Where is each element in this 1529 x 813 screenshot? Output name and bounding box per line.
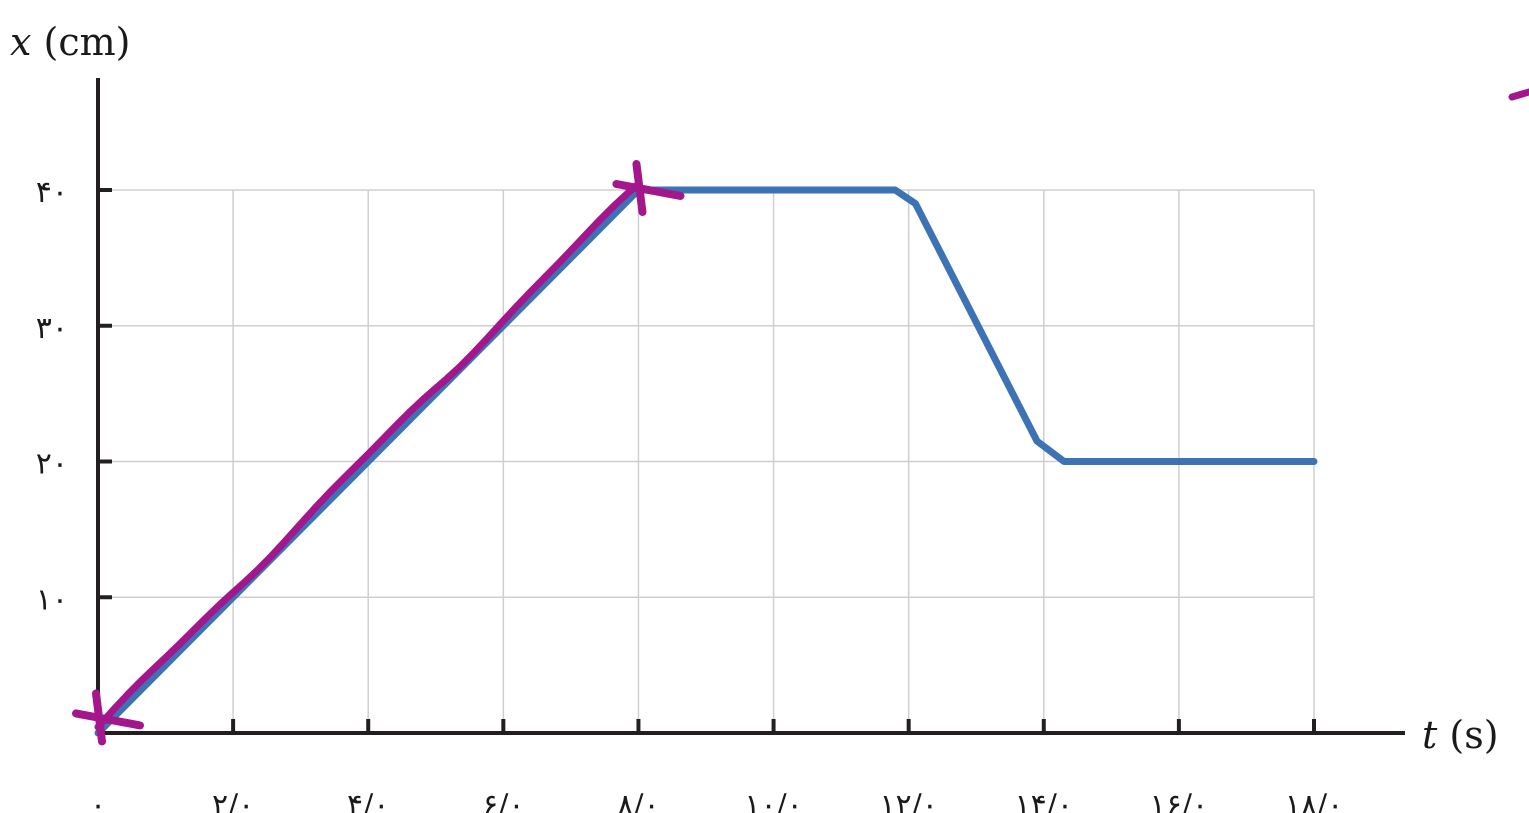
y-tick-label: ۲۰ — [36, 447, 68, 482]
x-tick-label: ۸/۰ — [617, 788, 659, 813]
x-tick-label: ۰ — [90, 788, 106, 813]
x-tick-label: ۱۲/۰ — [879, 788, 937, 813]
x-tick-label: ۱۴/۰ — [1015, 788, 1073, 813]
axes — [96, 78, 1405, 735]
y-tick-label: ۱۰ — [36, 582, 68, 617]
x-tick-label: ۱۶/۰ — [1150, 788, 1208, 813]
x-tick-label: ۱۰/۰ — [744, 788, 802, 813]
y-tick-label: ۴۰ — [36, 175, 68, 210]
x-ticks: ۰ ۲/۰ ۴/۰ ۶/۰ ۸/۰ ۱۰/۰ ۱۲/۰ ۱۴/۰ ۱۶/۰ ۱۸/۰ — [90, 719, 1343, 813]
x-tick-label: ۶/۰ — [482, 788, 524, 813]
x-tick-label: ۱۸/۰ — [1285, 788, 1343, 813]
handdrawn-line — [94, 180, 642, 731]
y-ticks: ۱۰ ۲۰ ۳۰ ۴۰ — [36, 175, 112, 617]
cross-mark — [72, 689, 144, 746]
y-tick-label: ۳۰ — [36, 311, 68, 346]
x-tick-label: ۲/۰ — [212, 788, 254, 813]
cross-mark — [612, 160, 685, 216]
y-axis-label: x (cm) — [10, 20, 131, 64]
x-tick-label: ۴/۰ — [347, 788, 389, 813]
annotations — [72, 88, 1529, 746]
x-axis-label: t (s) — [1422, 713, 1499, 757]
pen-stroke — [1508, 88, 1529, 101]
